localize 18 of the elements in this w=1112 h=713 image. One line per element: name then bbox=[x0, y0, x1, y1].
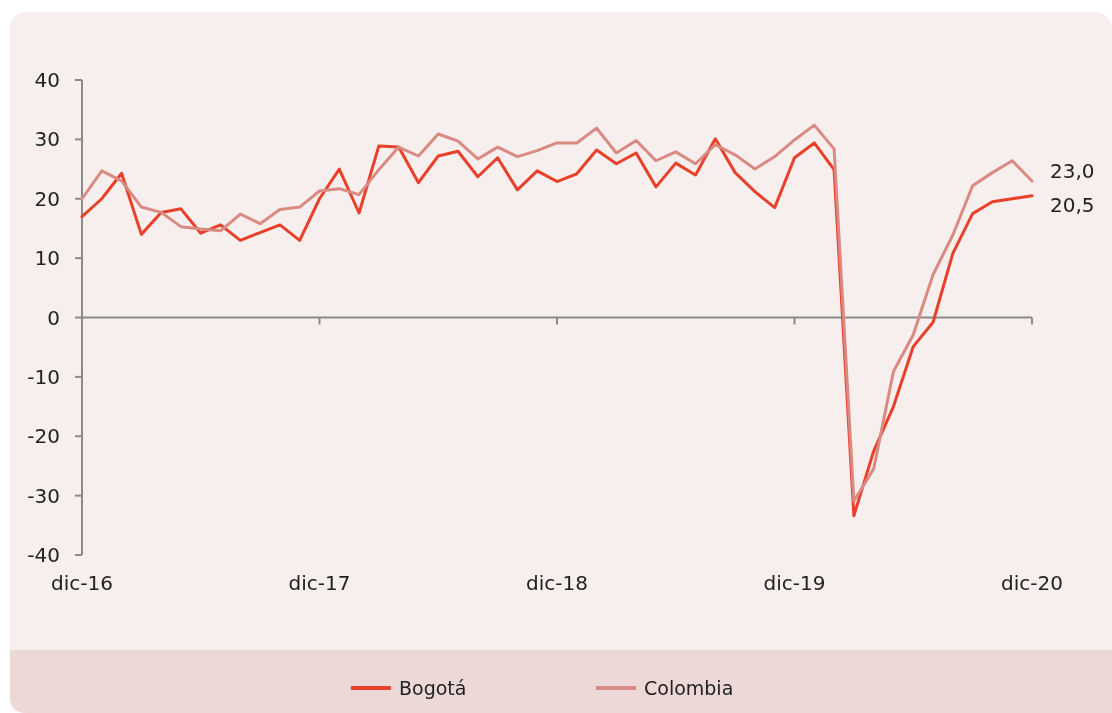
y-tick-label: -30 bbox=[27, 483, 60, 508]
y-tick-label: -40 bbox=[27, 543, 60, 567]
y-tick-label: 10 bbox=[34, 246, 60, 271]
data-label: 20,5 bbox=[1050, 193, 1095, 218]
x-tick-label: dic-16 bbox=[51, 571, 113, 595]
x-tick-label: dic-17 bbox=[288, 571, 351, 595]
data-label: 23,0 bbox=[1050, 159, 1095, 184]
x-tick-label: dic-18 bbox=[526, 571, 588, 595]
legend-label: Colombia bbox=[644, 676, 734, 699]
y-tick-label: 20 bbox=[34, 186, 60, 211]
y-tick-label: 30 bbox=[34, 127, 60, 152]
y-tick-label: 0 bbox=[47, 305, 60, 330]
y-tick-label: -20 bbox=[27, 424, 60, 449]
legend-label: Bogotá bbox=[399, 676, 467, 699]
x-tick-label: dic-20 bbox=[1001, 571, 1063, 595]
y-tick-label: -10 bbox=[27, 364, 60, 389]
x-tick-label: dic-19 bbox=[763, 571, 826, 595]
y-tick-label: 40 bbox=[34, 68, 60, 92]
